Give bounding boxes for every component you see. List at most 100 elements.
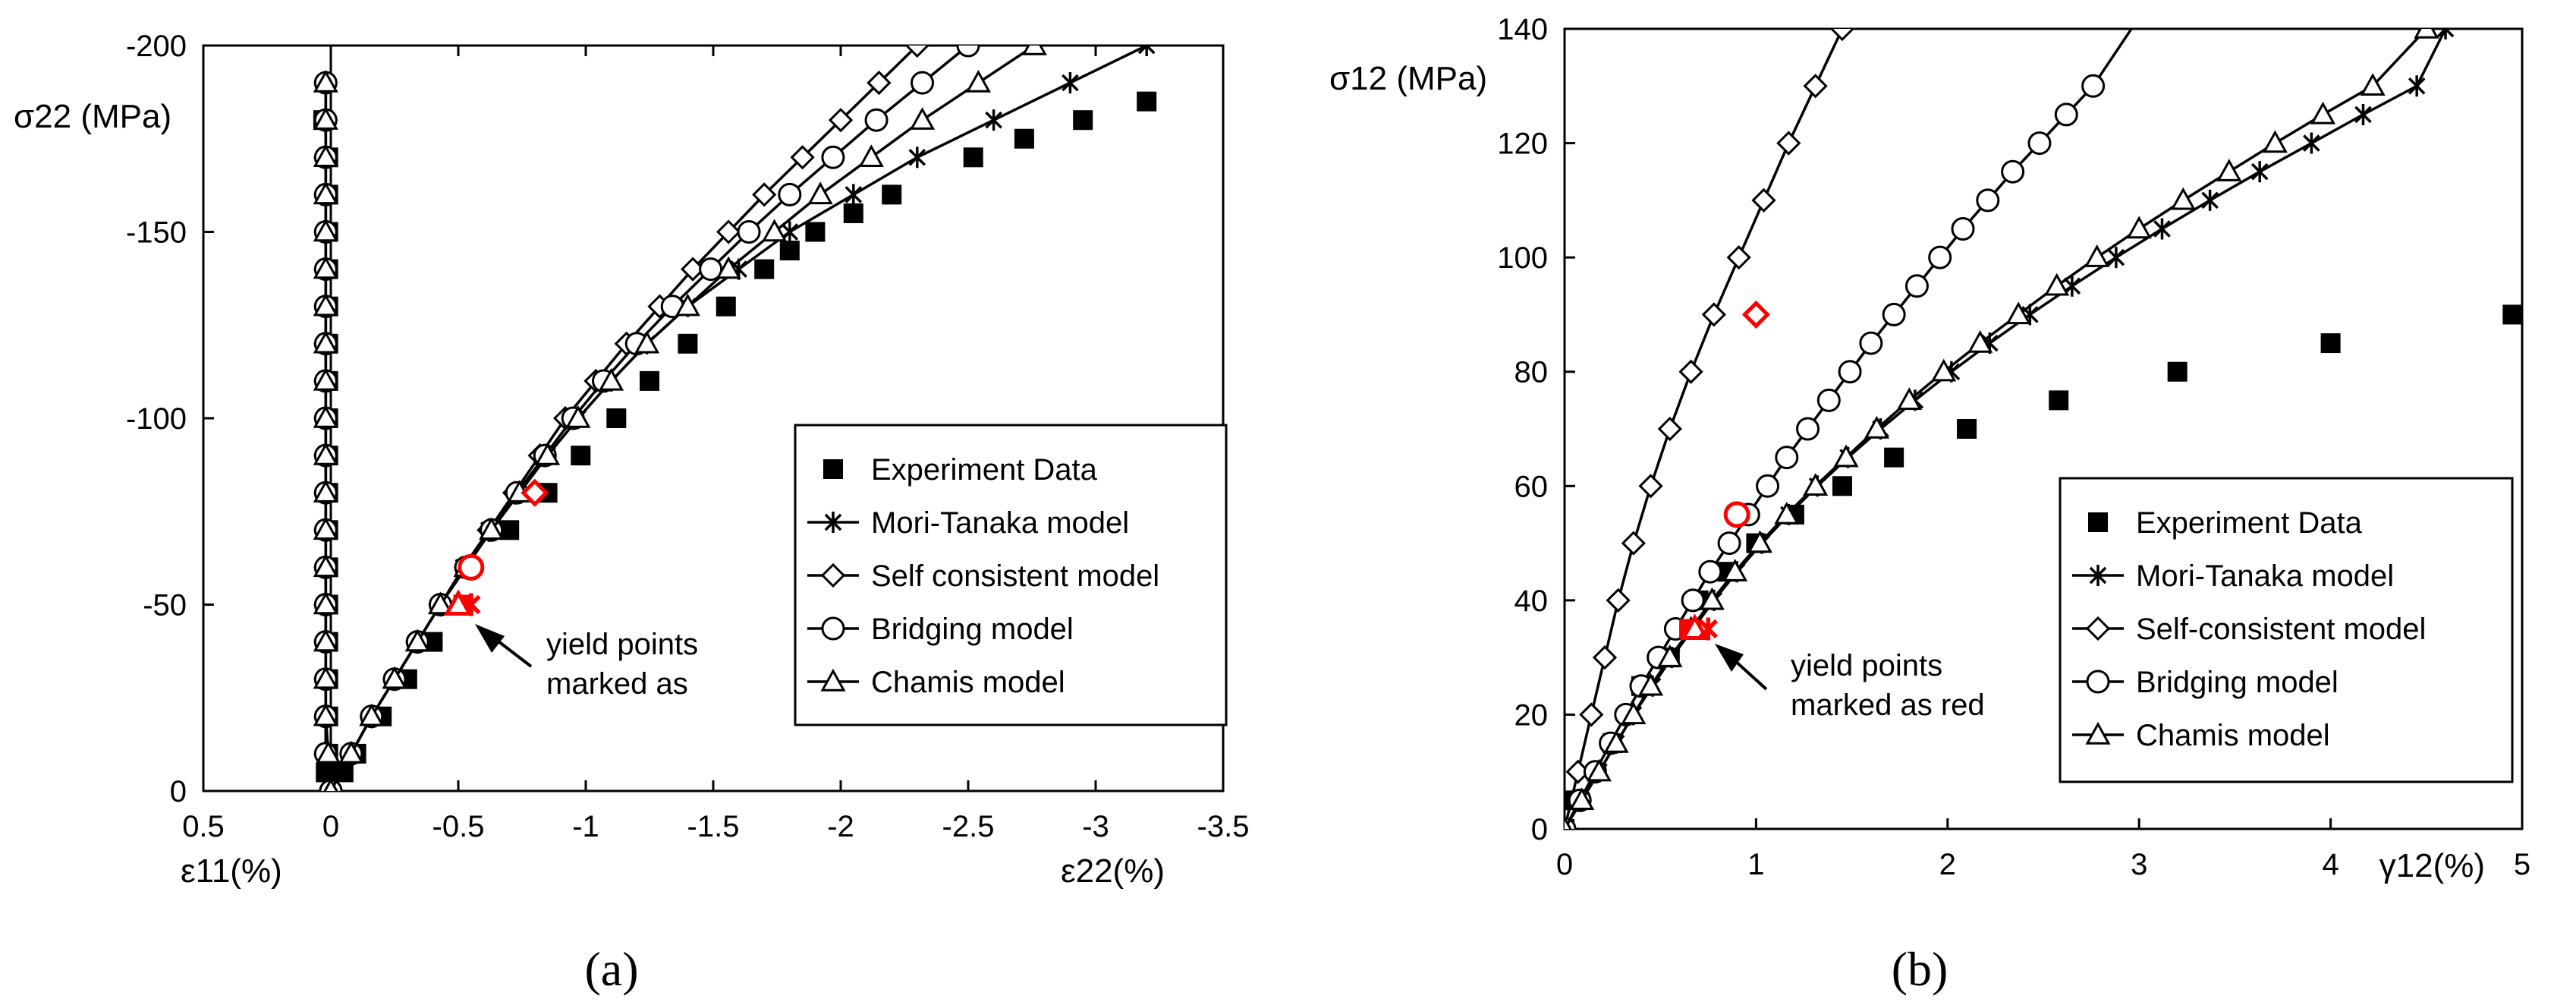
y-tick-label: 0 [1531,813,1548,846]
data-point [1699,587,1725,610]
x-tick-label: 4 [2322,848,2339,881]
y-tick-label: -150 [126,216,187,250]
data-point [985,109,1002,131]
data-point [338,740,364,764]
plot-frame [1563,27,2524,830]
legend-label: Self consistent model [871,559,1159,593]
data-point-stroke [1216,1,1231,16]
data-point [716,219,741,244]
y-tick-label: 80 [1514,356,1549,389]
data-point [313,144,338,167]
data-point [479,517,505,540]
chart-a: 0.5 0 -0.5 -1 -1.5 -2 -2.5 -3 -3.50-50-100-150-2… [14,0,1249,890]
legend-marker [820,668,846,692]
series-line [1565,29,2428,829]
legend-label: Experiment Data [2136,506,2363,540]
x-tick-label: 1 [1747,848,1764,881]
data-point [1776,131,1801,156]
data-point [313,367,338,391]
x-axis-label-right: ε22(%) [1061,852,1165,890]
data-point [752,182,777,207]
series-4 [1565,29,2439,829]
data-point [1796,417,1820,441]
data-point [1832,476,1852,496]
data-point-stroke [1137,46,1149,55]
x-tick-label: -2.5 [942,810,995,843]
data-point [1882,302,1906,326]
yield-point [443,589,473,616]
data-point [1884,447,1904,468]
legend-marker [824,512,842,533]
data-point [2005,301,2031,325]
data-point [1803,473,1829,496]
data-point [845,184,863,206]
data-point [2303,132,2320,154]
data-point [843,203,863,223]
data-point [1008,0,1030,19]
data-point [2310,101,2336,124]
series-3 [316,72,340,791]
data-point [313,70,338,93]
data-point [313,480,338,503]
data-point [909,107,936,130]
data-point [778,182,802,206]
data-point [1621,701,1647,725]
yield-point [1741,300,1770,329]
data-point [1829,29,1855,42]
x-tick-label: 2 [1939,848,1956,881]
data-point [1747,530,1772,553]
series-line [1565,29,2134,829]
data-point [1838,360,1862,384]
data-point [313,181,338,205]
x-axis-label: γ12(%) [2379,847,2485,884]
data-point [678,333,698,354]
annotation-text: yield points [546,628,698,661]
data-point [2027,131,2052,156]
data-point [2320,333,2341,354]
data-point [867,70,892,96]
data-point [1931,358,1957,382]
yield-point [1698,617,1719,641]
data-point [323,777,338,791]
data-point [1967,329,1993,353]
data-point [535,443,561,465]
data-point [1606,588,1631,613]
data-point [313,703,338,726]
data-point [2436,29,2455,39]
data-point [2414,29,2439,39]
data-point [754,259,775,279]
legend-label: Chamis model [2136,719,2330,752]
caption-b: (b) [1892,942,1949,996]
x-tick-label: 3 [2131,848,2147,881]
y-tick-label: 120 [1497,128,1548,161]
data-point [781,221,799,243]
x-tick-label: -1 [572,810,599,843]
legend-marker [2088,512,2108,532]
y-tick-label: -50 [143,589,187,622]
data-point [904,46,929,58]
data-point [1775,446,1799,470]
legend-marker [2086,670,2110,694]
data-point [1896,387,1922,411]
legend-box [2059,477,2514,783]
x-tick-label: -2 [827,810,854,843]
data-point [634,330,660,354]
y-tick-label: 140 [1497,13,1548,46]
data-point [2001,159,2025,184]
y-tick-label: 40 [1514,584,1549,618]
data-point [1638,673,1664,696]
legend-marker [820,562,846,588]
legend-box [794,424,1228,726]
data-point [2054,102,2078,127]
series-line [1565,29,1844,829]
data-point [1216,0,1231,19]
data-point [1085,0,1106,17]
legend-label: Mori-Tanaka model [871,506,1129,540]
data-point [1904,274,1929,298]
data-point [1073,110,1093,131]
data-point [1957,419,1977,439]
data-point [908,147,926,169]
data-point [1816,388,1841,412]
series-5 [313,70,344,791]
data-point [2044,273,2070,296]
